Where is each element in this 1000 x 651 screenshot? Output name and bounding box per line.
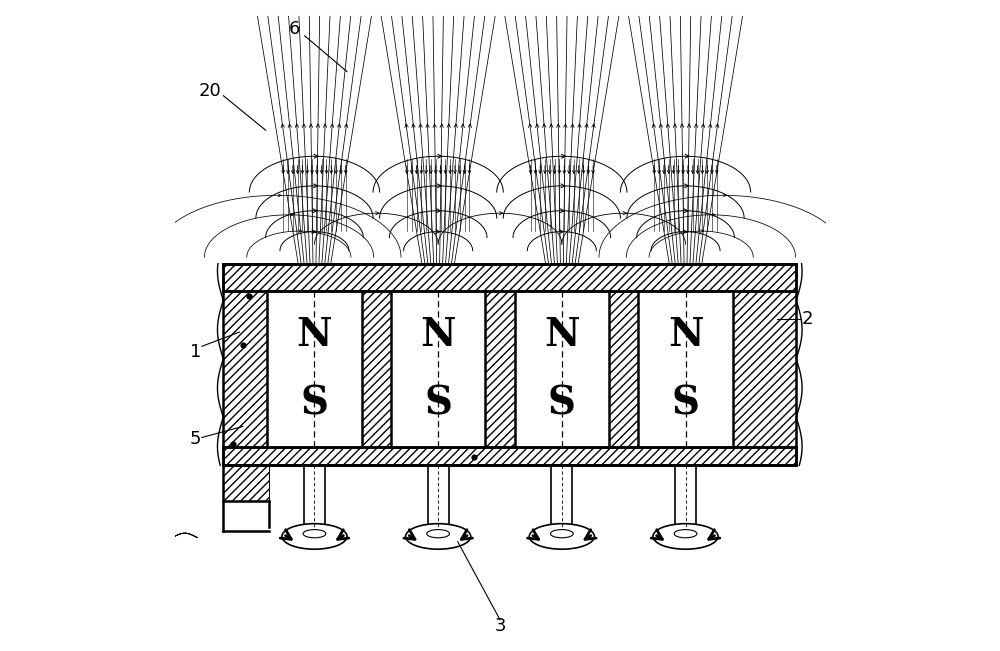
Ellipse shape (653, 523, 718, 549)
Ellipse shape (550, 530, 573, 538)
Bar (428, 465, 449, 531)
Ellipse shape (282, 523, 347, 549)
Text: 3: 3 (494, 617, 506, 635)
Text: 6: 6 (289, 20, 301, 38)
Bar (485, 291, 515, 447)
Text: N: N (668, 316, 703, 353)
Ellipse shape (303, 530, 326, 538)
Bar (223, 264, 796, 465)
Bar (223, 291, 267, 447)
Text: N: N (544, 316, 580, 353)
Bar (362, 291, 391, 447)
Bar (267, 291, 362, 447)
Text: N: N (420, 316, 456, 353)
Bar (551, 465, 572, 531)
Bar (609, 291, 638, 447)
Text: S: S (424, 385, 452, 422)
Bar (304, 465, 325, 531)
Ellipse shape (406, 523, 471, 549)
Text: 1: 1 (190, 342, 201, 361)
Bar (223, 465, 269, 501)
Text: 20: 20 (199, 82, 222, 100)
Text: N: N (297, 316, 332, 353)
Text: S: S (300, 385, 328, 422)
Text: S: S (548, 385, 576, 422)
Bar (515, 291, 609, 447)
Bar (391, 291, 485, 447)
Bar (223, 264, 796, 291)
Text: 5: 5 (190, 430, 201, 449)
Bar (675, 465, 696, 531)
Ellipse shape (674, 530, 697, 538)
Bar (223, 447, 796, 465)
Text: 2: 2 (802, 310, 813, 328)
Ellipse shape (529, 523, 594, 549)
Text: S: S (672, 385, 700, 422)
Bar (638, 291, 733, 447)
Bar (733, 291, 796, 447)
Ellipse shape (427, 530, 450, 538)
